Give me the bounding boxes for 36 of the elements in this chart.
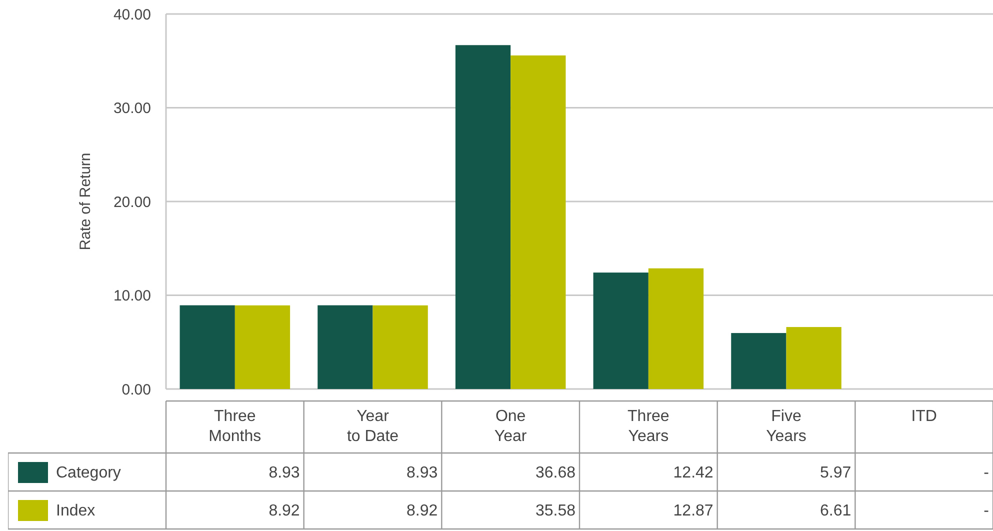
data-label: 8.93 (406, 464, 438, 482)
legend-label: Category (56, 464, 121, 482)
data-label: 36.68 (535, 464, 576, 482)
legend-label: Index (56, 502, 96, 520)
text: - (984, 502, 989, 520)
data-label: 6.61 (820, 502, 852, 520)
bar (786, 327, 842, 389)
x-tick-label: Year to Date (346, 408, 399, 445)
data-label: 8.92 (406, 502, 438, 520)
y-tick-label: 40.00 (113, 6, 151, 24)
bar (318, 305, 373, 389)
bar (510, 55, 566, 389)
data-label: 12.42 (673, 464, 714, 482)
bar (593, 272, 648, 389)
data-label: 12.87 (673, 502, 714, 520)
y-tick-label: 10.00 (113, 288, 151, 304)
y-tick-label: 20.00 (113, 194, 151, 211)
bar (455, 45, 511, 389)
x-tick-label: ITD (911, 408, 937, 425)
x-tick-label: One Year (494, 408, 528, 445)
bar (731, 333, 786, 389)
x-tick-label: Five Years (766, 408, 806, 445)
bar (372, 305, 428, 389)
bar (180, 305, 235, 389)
bar (648, 268, 704, 389)
x-tick-label: Three Years (628, 408, 670, 445)
data-label: 35.58 (535, 502, 576, 520)
y-axis-title: Rate of Return (77, 152, 94, 250)
text: - (984, 464, 989, 482)
y-tick-label: 30.00 (113, 100, 151, 117)
bar (234, 305, 290, 389)
data-label: 8.93 (268, 464, 300, 482)
x-tick-label: Three Months (208, 408, 262, 445)
data-label: 5.97 (820, 464, 852, 482)
data-label: 8.92 (268, 502, 300, 520)
y-tick-label: 0.00 (122, 381, 151, 398)
